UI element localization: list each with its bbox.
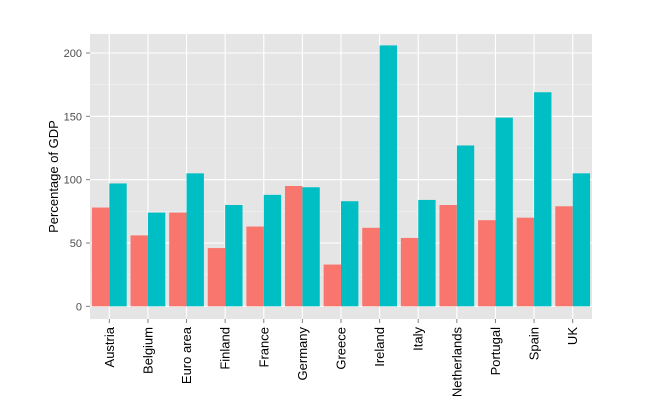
bar-ireland-series-1 bbox=[362, 227, 380, 307]
bar-italy-series-1 bbox=[400, 237, 419, 307]
x-tick-label: UK bbox=[565, 327, 580, 345]
x-tick-label: France bbox=[256, 327, 271, 367]
bar-portugal-series-1 bbox=[478, 220, 496, 307]
bar-austria-series-2 bbox=[109, 183, 127, 307]
bar-spain-series-2 bbox=[534, 92, 552, 307]
bar-uk-series-1 bbox=[555, 206, 573, 307]
bar-germany-series-2 bbox=[302, 187, 320, 307]
x-tick-label: Netherlands bbox=[449, 327, 464, 398]
x-axis-ticks: Austria Belgium Euro area Finland France Germ… bbox=[102, 319, 580, 397]
y-tick-label: 200 bbox=[64, 48, 82, 60]
x-tick-label: Germany bbox=[295, 327, 310, 381]
y-tick-label: 100 bbox=[64, 175, 82, 187]
x-tick-label: Euro area bbox=[179, 326, 194, 384]
bar-belgium-series-1 bbox=[130, 235, 148, 307]
y-tick-label: 50 bbox=[70, 238, 82, 250]
x-tick-label: Greece bbox=[334, 327, 349, 370]
x-tick-label: Austria bbox=[102, 326, 117, 367]
bars bbox=[91, 45, 591, 307]
bar-italy-series-2 bbox=[418, 199, 436, 307]
x-tick-label: Belgium bbox=[140, 327, 155, 374]
bar-netherlands-series-2 bbox=[456, 145, 475, 307]
y-axis-ticks: 0 50 100 150 200 bbox=[64, 48, 90, 313]
x-tick-label: Spain bbox=[527, 327, 542, 360]
y-tick-label: 0 bbox=[76, 301, 82, 313]
bar-euro-area-series-1 bbox=[169, 212, 187, 307]
x-tick-label: Finland bbox=[218, 327, 233, 370]
bar-ireland-series-2 bbox=[379, 45, 397, 307]
bar-finland-series-1 bbox=[207, 248, 226, 307]
bar-euro-area-series-2 bbox=[186, 173, 204, 307]
bar-uk-series-2 bbox=[572, 173, 591, 307]
bar-belgium-series-2 bbox=[147, 212, 166, 307]
y-tick-label: 150 bbox=[64, 111, 82, 123]
bar-spain-series-1 bbox=[516, 217, 535, 307]
bar-portugal-series-2 bbox=[495, 117, 513, 307]
y-axis-title: Percentage of GDP bbox=[46, 120, 61, 233]
x-tick-label: Ireland bbox=[372, 327, 387, 367]
bar-greece-series-1 bbox=[323, 264, 341, 307]
bar-austria-series-1 bbox=[91, 207, 110, 307]
bar-greece-series-2 bbox=[341, 201, 359, 307]
bar-germany-series-1 bbox=[285, 186, 303, 307]
bar-france-series-1 bbox=[246, 226, 264, 307]
bar-france-series-2 bbox=[263, 194, 282, 307]
x-tick-label: Italy bbox=[411, 327, 426, 351]
bar-netherlands-series-1 bbox=[439, 205, 457, 307]
bar-finland-series-2 bbox=[225, 205, 243, 307]
x-tick-label: Portugal bbox=[488, 327, 503, 376]
